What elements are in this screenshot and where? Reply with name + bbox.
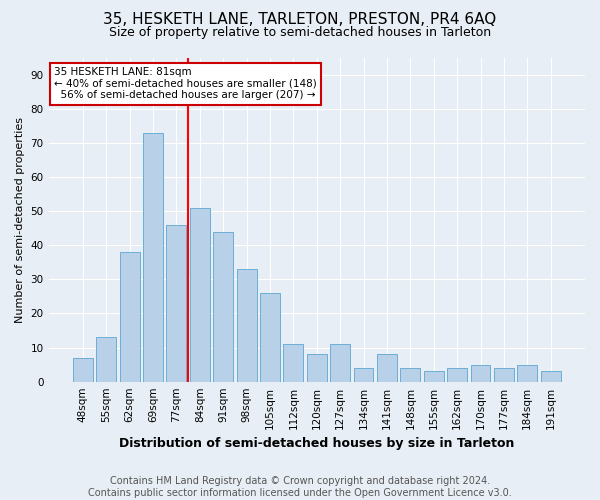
- Bar: [120, 252, 140, 382]
- Bar: [541, 372, 560, 382]
- Bar: [330, 344, 350, 382]
- Bar: [283, 344, 304, 382]
- Y-axis label: Number of semi-detached properties: Number of semi-detached properties: [15, 116, 25, 322]
- Bar: [494, 368, 514, 382]
- Bar: [190, 208, 210, 382]
- Bar: [260, 293, 280, 382]
- Bar: [307, 354, 327, 382]
- Bar: [353, 368, 373, 382]
- Text: Contains HM Land Registry data © Crown copyright and database right 2024.
Contai: Contains HM Land Registry data © Crown c…: [88, 476, 512, 498]
- Bar: [424, 372, 443, 382]
- Bar: [73, 358, 93, 382]
- X-axis label: Distribution of semi-detached houses by size in Tarleton: Distribution of semi-detached houses by …: [119, 437, 514, 450]
- Bar: [447, 368, 467, 382]
- Bar: [143, 132, 163, 382]
- Text: 35, HESKETH LANE, TARLETON, PRESTON, PR4 6AQ: 35, HESKETH LANE, TARLETON, PRESTON, PR4…: [103, 12, 497, 28]
- Bar: [236, 269, 257, 382]
- Bar: [517, 364, 537, 382]
- Bar: [377, 354, 397, 382]
- Bar: [213, 232, 233, 382]
- Text: Size of property relative to semi-detached houses in Tarleton: Size of property relative to semi-detach…: [109, 26, 491, 39]
- Bar: [470, 364, 490, 382]
- Bar: [97, 338, 116, 382]
- Bar: [166, 224, 187, 382]
- Text: 35 HESKETH LANE: 81sqm
← 40% of semi-detached houses are smaller (148)
  56% of : 35 HESKETH LANE: 81sqm ← 40% of semi-det…: [54, 67, 317, 100]
- Bar: [400, 368, 420, 382]
